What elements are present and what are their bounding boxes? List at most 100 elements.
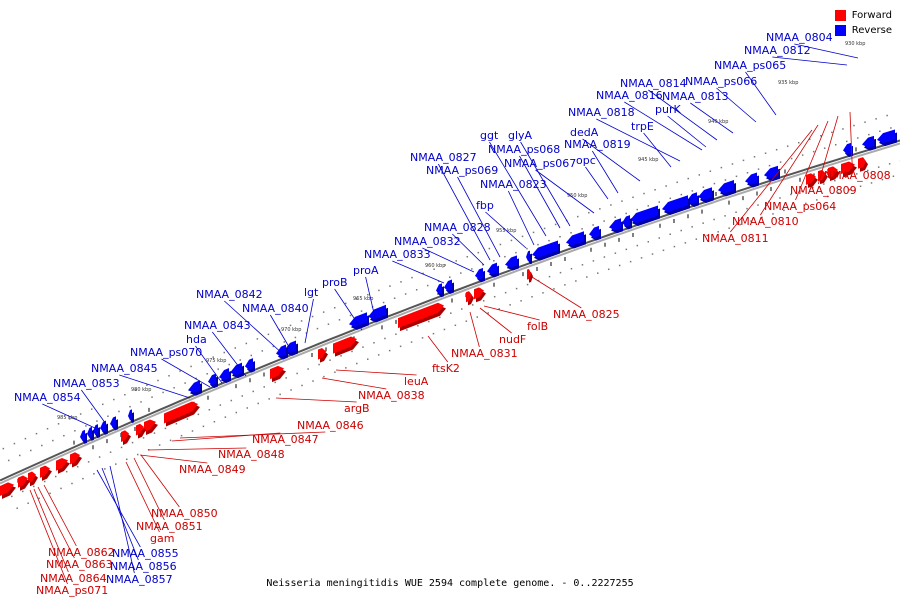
reverse-leader-nmaa-0827 <box>437 163 491 261</box>
reverse-gene-label-nmaa-ps068[interactable]: NMAA_ps068 <box>488 143 560 156</box>
forward-gene-label-nmaa-0863[interactable]: NMAA_0863 <box>46 558 113 571</box>
forward-gene-label-nmaa-0848[interactable]: NMAA_0848 <box>218 448 285 461</box>
reverse-gene-label-nmaa-0857[interactable]: NMAA_0857 <box>106 573 173 586</box>
guide-dot <box>706 234 709 237</box>
guide-dot <box>256 338 259 340</box>
reverse-leader-nmaa-0842 <box>224 300 285 356</box>
reverse-gene-label-deda[interactable]: dedA <box>570 126 599 139</box>
guide-dot <box>131 441 134 444</box>
guide-dot <box>406 329 408 331</box>
guide-dot <box>801 154 804 156</box>
guide-dot <box>333 306 336 309</box>
reverse-gene-label-nmaa-0812[interactable]: NMAA_0812 <box>744 44 811 57</box>
forward-gene-label-nmaa-0847[interactable]: NMAA_0847 <box>252 433 319 446</box>
guide-dot <box>415 289 418 291</box>
forward-gene-label-leua[interactable]: leuA <box>404 375 429 388</box>
guide-dot <box>724 215 726 217</box>
guide-dot <box>509 304 511 306</box>
forward-gene-label-nmaa-0831[interactable]: NMAA_0831 <box>451 347 518 360</box>
guide-dot <box>691 226 693 228</box>
guide-dot <box>812 186 814 189</box>
forward-gene-label-nmaa-0811[interactable]: NMAA_0811 <box>702 232 769 245</box>
guide-dot <box>713 182 716 185</box>
reverse-gene-label-purk[interactable]: purK <box>655 103 681 116</box>
reverse-gene-label-nmaa-0819[interactable]: NMAA_0819 <box>564 138 631 151</box>
forward-gene-label-nmaa-0851[interactable]: NMAA_0851 <box>136 520 203 533</box>
guide-dot <box>520 300 522 302</box>
guide-dot <box>41 444 43 447</box>
guide-dot <box>842 128 844 130</box>
reverse-gene-label-nmaa-0828[interactable]: NMAA_0828 <box>424 221 491 234</box>
reverse-gene-label-nmaa-0855[interactable]: NMAA_0855 <box>112 547 179 560</box>
reverse-gene-label-nmaa-0843[interactable]: NMAA_0843 <box>184 319 251 332</box>
forward-gene-label-folb[interactable]: folB <box>527 320 548 333</box>
reverse-gene-label-glya[interactable]: glyA <box>508 129 533 142</box>
reverse-gene-label-fbp[interactable]: fbp <box>476 199 494 212</box>
reverse-gene-label-opc[interactable]: opc <box>576 154 596 167</box>
reverse-gene-label-ggt[interactable]: ggt <box>480 129 499 142</box>
reverse-gene-label-prob[interactable]: proB <box>322 276 348 289</box>
reverse-gene-label-nmaa-0845[interactable]: NMAA_0845 <box>91 362 158 375</box>
guide-dot <box>7 459 10 462</box>
reverse-gene-label-hda[interactable]: hda <box>186 333 207 346</box>
guide-dot <box>43 480 46 483</box>
genome-caption: Neisseria meningitidis WUE 2594 complete… <box>266 578 634 589</box>
guide-dot <box>417 324 419 327</box>
reverse-gene-label-lgt[interactable]: lgt <box>304 286 319 299</box>
forward-gene-label-nmaa-0846[interactable]: NMAA_0846 <box>297 419 364 432</box>
guide-dot <box>515 287 518 290</box>
reverse-gene-label-nmaa-0813[interactable]: NMAA_0813 <box>662 90 729 103</box>
reverse-gene-label-nmaa-ps069[interactable]: NMAA_ps069 <box>426 164 498 177</box>
forward-gene-label-nmaa-0810[interactable]: NMAA_0810 <box>732 215 799 228</box>
reverse-gene-label-proa[interactable]: proA <box>353 264 379 277</box>
forward-gene-label-ftsk2[interactable]: ftsK2 <box>432 362 460 375</box>
scale-tick-label: 945 kbp <box>638 157 658 163</box>
reverse-gene-label-nmaa-0804[interactable]: NMAA_0804 <box>766 31 833 44</box>
reverse-gene-label-nmaa-0853[interactable]: NMAA_0853 <box>53 377 120 390</box>
reverse-gene-label-nmaa-ps066[interactable]: NMAA_ps066 <box>685 75 757 88</box>
forward-leader-nudf <box>479 307 512 334</box>
forward-gene-arrow-21-body <box>18 475 28 488</box>
forward-gene-label-nmaa-0808[interactable]: NMAA_0808 <box>824 169 891 182</box>
guide-dot <box>794 206 796 208</box>
forward-gene-label-nmaa-0862[interactable]: NMAA_0862 <box>48 546 115 559</box>
forward-gene-label-gam[interactable]: gam <box>150 532 174 545</box>
reverse-gene-label-nmaa-0832[interactable]: NMAA_0832 <box>394 235 461 248</box>
forward-gene-label-nmaa-0838[interactable]: NMAA_0838 <box>358 389 425 402</box>
reverse-gene-label-nmaa-ps065[interactable]: NMAA_ps065 <box>714 59 786 72</box>
reverse-gene-label-nmaa-0814[interactable]: NMAA_0814 <box>620 77 687 90</box>
reverse-gene-arrow-5-body <box>718 180 734 194</box>
reverse-gene-label-nmaa-0840[interactable]: NMAA_0840 <box>242 302 309 315</box>
guide-dot <box>823 183 825 185</box>
reverse-gene-label-nmaa-0827[interactable]: NMAA_0827 <box>410 151 477 164</box>
reverse-gene-label-nmaa-0833[interactable]: NMAA_0833 <box>364 248 431 261</box>
guide-dot <box>581 264 584 266</box>
reverse-gene-label-trpe[interactable]: trpE <box>631 120 654 133</box>
guide-dot <box>877 166 880 168</box>
guide-dot <box>212 356 214 358</box>
forward-gene-label-nmaa-0850[interactable]: NMAA_0850 <box>151 507 218 520</box>
reverse-gene-arrow-28 <box>208 373 218 389</box>
forward-gene-label-nmaa-ps071[interactable]: NMAA_ps071 <box>36 584 108 597</box>
reverse-gene-label-nmaa-ps070[interactable]: NMAA_ps070 <box>130 346 202 359</box>
forward-gene-label-nmaa-0849[interactable]: NMAA_0849 <box>179 463 246 476</box>
forward-gene-label-nmaa-ps064[interactable]: NMAA_ps064 <box>764 200 836 213</box>
forward-leader-nmaa-0847 <box>171 432 281 442</box>
forward-gene-label-nudf[interactable]: nudF <box>499 333 526 346</box>
forward-gene-label-nmaa-0825[interactable]: NMAA_0825 <box>553 308 620 321</box>
forward-gene-label-nmaa-0864[interactable]: NMAA_0864 <box>40 572 107 585</box>
forward-gene-arrow-18-body <box>56 458 68 471</box>
forward-gene-label-argb[interactable]: argB <box>344 402 370 415</box>
guide-dot <box>855 173 858 175</box>
reverse-gene-label-nmaa-0842[interactable]: NMAA_0842 <box>196 288 263 301</box>
reverse-gene-arrow-4 <box>745 172 759 188</box>
reverse-gene-label-nmaa-0816[interactable]: NMAA_0816 <box>596 89 663 102</box>
reverse-gene-label-nmaa-0823[interactable]: NMAA_0823 <box>480 178 547 191</box>
guide-dot <box>421 337 424 339</box>
reverse-gene-label-nmaa-0854[interactable]: NMAA_0854 <box>14 391 81 404</box>
forward-gene-arrow-8 <box>466 291 474 306</box>
reverse-gene-label-nmaa-0856[interactable]: NMAA_0856 <box>110 560 177 573</box>
reverse-gene-label-nmaa-0818[interactable]: NMAA_0818 <box>568 106 635 119</box>
forward-gene-label-nmaa-0809[interactable]: NMAA_0809 <box>790 184 857 197</box>
reverse-gene-label-nmaa-ps067[interactable]: NMAA_ps067 <box>504 157 576 170</box>
